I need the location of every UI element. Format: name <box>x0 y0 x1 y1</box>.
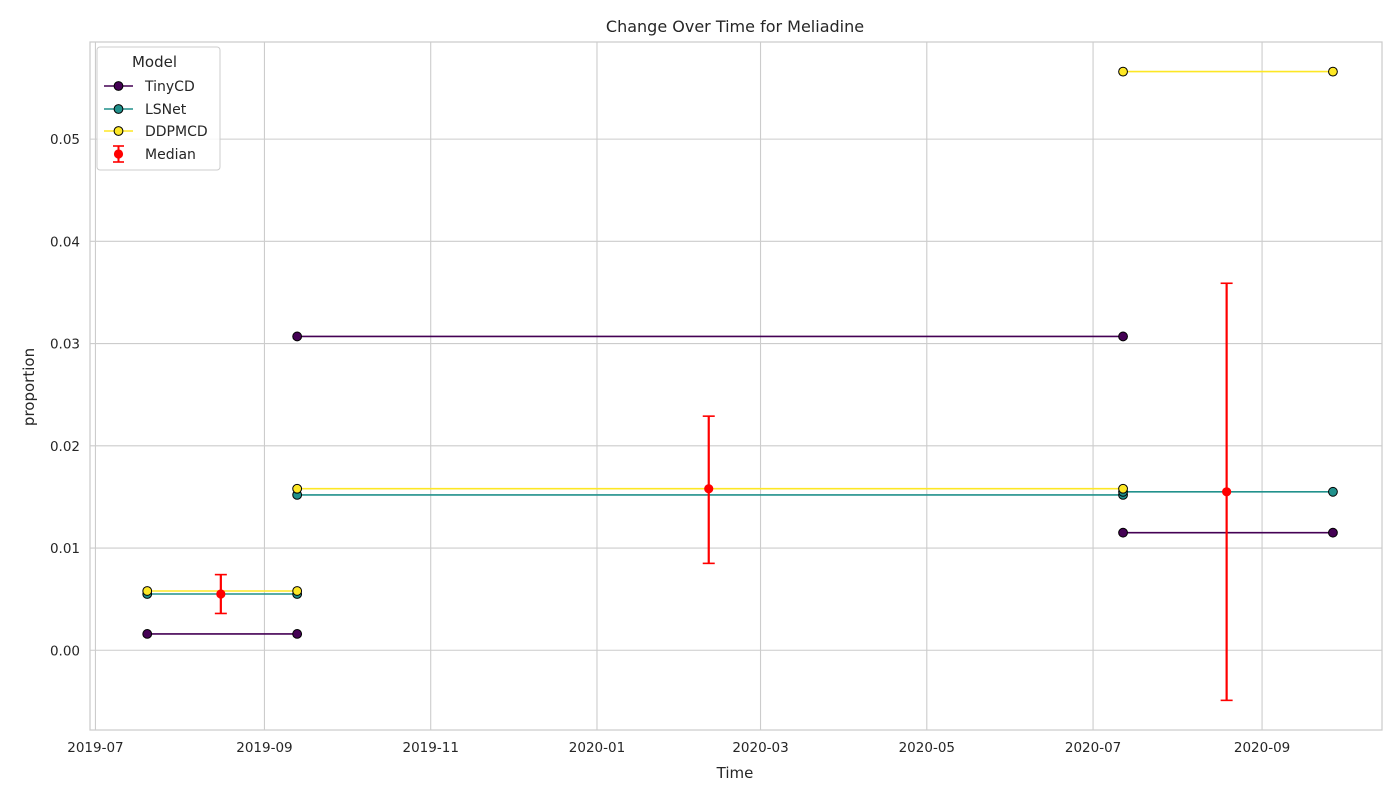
y-tick-labels: 0.00 0.01 0.02 0.03 0.04 0.05 <box>50 132 80 659</box>
y-tick-label: 0.02 <box>50 439 80 455</box>
median-marker <box>704 484 714 494</box>
legend-item-tinycd: TinyCD <box>104 79 195 95</box>
median-point <box>1220 282 1233 702</box>
legend-marker <box>113 104 124 114</box>
data-point <box>1328 527 1338 538</box>
grid <box>90 42 1382 730</box>
y-tick-label: 0.05 <box>50 132 80 148</box>
legend-label: LSNet <box>145 102 187 118</box>
median-marker <box>1222 487 1232 497</box>
x-tick-label: 2019-07 <box>67 740 123 756</box>
y-axis-label: proportion <box>20 348 38 426</box>
x-tick-label: 2020-03 <box>732 740 788 756</box>
median-marker <box>216 589 226 599</box>
series-lsnet <box>142 486 1338 599</box>
data-point <box>142 586 153 596</box>
legend-marker <box>113 81 124 91</box>
data-point <box>292 629 303 639</box>
legend: Model TinyCD LSNet DDPMCD Median <box>96 46 221 171</box>
plot-frame <box>89 41 1383 731</box>
x-tick-label: 2020-05 <box>899 740 955 756</box>
x-tick-labels: 2019-07 2019-09 2019-11 2020-01 2020-03 2020-… <box>67 740 1290 756</box>
median-point <box>214 573 227 615</box>
x-axis-label: Time <box>716 764 754 782</box>
x-tick-label: 2020-09 <box>1234 740 1290 756</box>
legend-item-lsnet: LSNet <box>104 102 187 118</box>
legend-label: DDPMCD <box>145 124 208 140</box>
chart-title: Change Over Time for Meliadine <box>606 17 864 36</box>
data-point <box>1118 331 1128 342</box>
data-point <box>1118 66 1128 77</box>
data-point <box>1118 483 1128 494</box>
x-tick-label: 2020-07 <box>1065 740 1121 756</box>
data-point <box>292 331 303 342</box>
data-point <box>292 586 303 596</box>
median-point <box>702 415 715 565</box>
series-ddpmcd <box>142 66 1338 596</box>
legend-box <box>96 46 221 171</box>
legend-title: Model <box>132 53 177 71</box>
y-tick-label: 0.03 <box>50 337 80 353</box>
series-layer <box>142 66 1338 639</box>
data-point <box>292 483 303 494</box>
x-tick-label: 2019-09 <box>236 740 292 756</box>
x-tick-label: 2019-11 <box>403 740 459 756</box>
legend-item-ddpmcd: DDPMCD <box>104 124 208 140</box>
data-point <box>1328 486 1338 497</box>
y-tick-label: 0.00 <box>50 643 80 659</box>
x-tick-label: 2020-01 <box>569 740 625 756</box>
series-tinycd <box>142 331 1338 639</box>
legend-label: Median <box>145 147 196 163</box>
legend-marker <box>113 126 124 136</box>
data-point <box>142 629 153 639</box>
legend-item-median: Median <box>113 145 196 163</box>
y-tick-label: 0.04 <box>50 234 80 250</box>
y-tick-label: 0.01 <box>50 541 80 557</box>
data-point <box>1328 66 1338 77</box>
median-layer <box>214 282 1233 702</box>
legend-label: TinyCD <box>144 79 195 95</box>
legend-marker <box>113 149 124 159</box>
data-point <box>1118 527 1128 538</box>
